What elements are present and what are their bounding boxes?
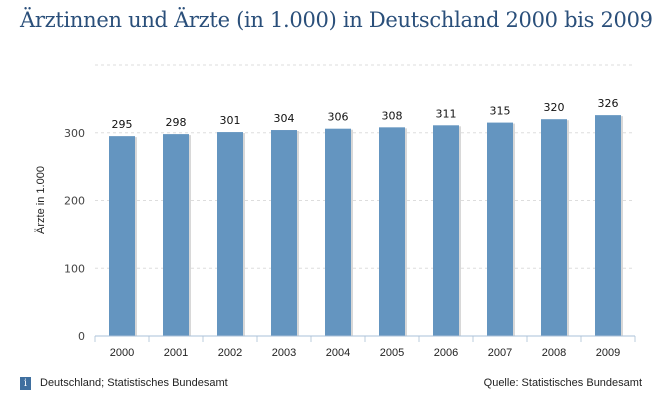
x-tick-label: 2009: [596, 347, 620, 359]
x-tick-label: 2008: [542, 347, 566, 359]
x-tick-label: 2000: [110, 347, 134, 359]
data-label: 308: [382, 109, 403, 122]
bar-chart: 0 100 200 300 295 2000 298 2001 301 2002 304 2003 30…: [64, 64, 636, 359]
x-tick-label: 2003: [272, 347, 296, 359]
x-tick-label: 2001: [164, 347, 188, 359]
bar: [487, 122, 513, 337]
x-tick-label: 2005: [380, 347, 404, 359]
x-tick-label: 2007: [488, 347, 512, 359]
bar: [271, 130, 297, 336]
bar: [109, 136, 135, 336]
y-tick-label: 0: [78, 330, 85, 343]
y-tick-label: 100: [64, 262, 85, 275]
x-tick-label: 2006: [434, 347, 458, 359]
data-label: 311: [436, 107, 457, 120]
data-label: 301: [220, 114, 241, 127]
data-label: 320: [544, 101, 565, 114]
data-label: 326: [598, 97, 619, 110]
chart-title: Ärztinnen und Ärzte (in 1.000) in Deutsc…: [20, 8, 653, 32]
y-tick-label: 300: [64, 127, 85, 140]
data-label: 298: [166, 116, 187, 129]
bar: [541, 119, 567, 336]
footer-note: Deutschland; Statistisches Bundesamt: [40, 377, 228, 389]
y-tick-label: 200: [64, 195, 85, 208]
source-note: Quelle: Statistisches Bundesamt: [483, 377, 642, 389]
info-icon[interactable]: i: [20, 377, 31, 390]
data-label: 295: [112, 118, 133, 131]
data-label: 304: [274, 112, 295, 125]
bar: [595, 115, 621, 336]
x-tick-label: 2004: [326, 347, 350, 359]
bar: [163, 134, 189, 336]
bar: [433, 125, 459, 336]
x-tick-label: 2002: [218, 347, 242, 359]
data-label: 306: [328, 111, 349, 124]
bar: [217, 132, 243, 336]
data-label: 315: [490, 105, 511, 118]
bar: [325, 128, 351, 336]
bar: [379, 127, 405, 336]
